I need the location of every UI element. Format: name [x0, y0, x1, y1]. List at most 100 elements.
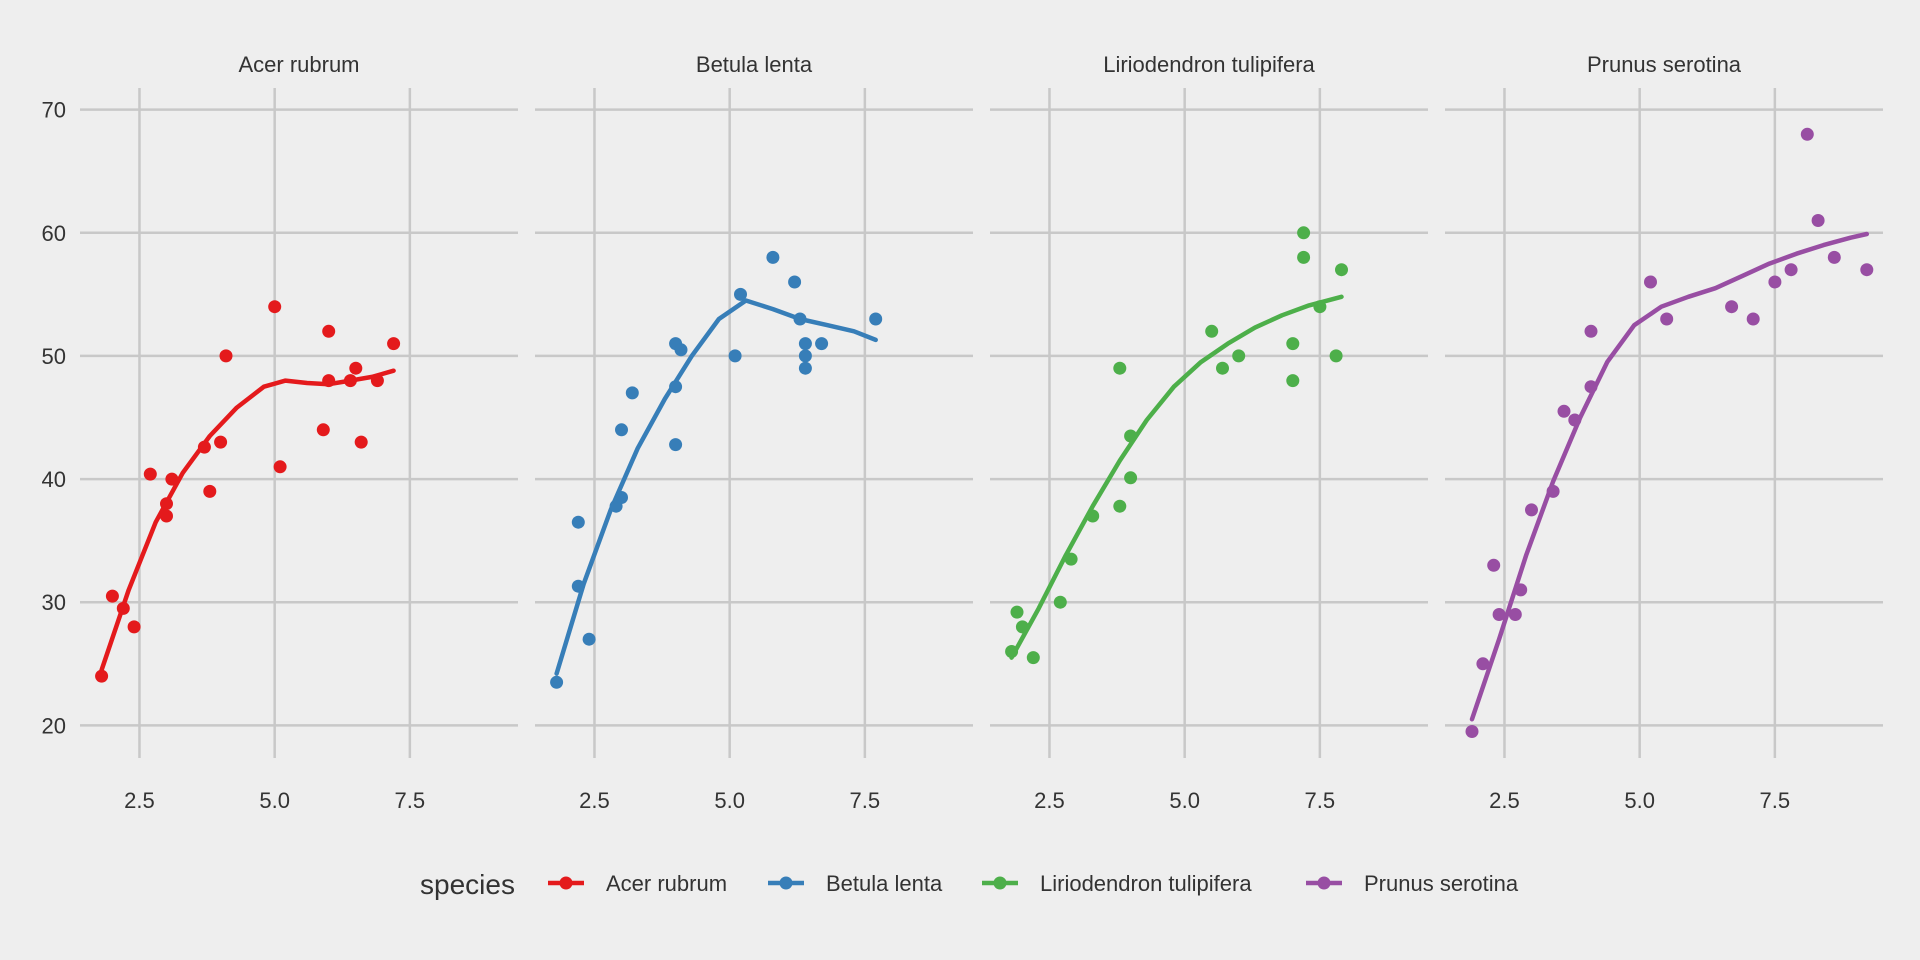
- data-point: [1827, 250, 1841, 264]
- data-point: [1297, 250, 1311, 264]
- facet-title: Liriodendron tulipifera: [1103, 52, 1315, 77]
- data-point: [1860, 263, 1874, 277]
- data-point: [1546, 484, 1560, 498]
- data-point: [1113, 499, 1127, 513]
- data-point: [387, 337, 401, 351]
- facet-panel: Betula lenta 2.5 5.0 7.5: [535, 52, 973, 813]
- legend-key-point: [1317, 876, 1331, 890]
- data-point: [197, 440, 211, 454]
- data-point: [370, 374, 384, 388]
- legend-item: Acer rubrum: [548, 871, 727, 896]
- data-point: [143, 467, 157, 481]
- data-point: [349, 361, 363, 375]
- data-point: [1216, 361, 1229, 375]
- data-point: [766, 250, 780, 264]
- y-tick-label: 70: [42, 98, 66, 123]
- x-tick-label: 2.5: [1034, 788, 1065, 813]
- data-point: [798, 361, 812, 375]
- trend-line: [99, 368, 396, 673]
- data-point: [343, 374, 357, 388]
- data-point: [1313, 300, 1327, 314]
- x-tick-label: 5.0: [1169, 788, 1200, 813]
- data-point: [1124, 429, 1138, 443]
- data-point: [1465, 725, 1479, 738]
- legend-label: Prunus serotina: [1364, 871, 1519, 896]
- legend-title: species: [420, 869, 515, 900]
- facet-panel: Prunus serotina 2.5 5.0 7.5: [1445, 52, 1883, 813]
- x-tick-label: 5.0: [259, 788, 290, 813]
- data-point: [273, 460, 287, 474]
- y-tick-label: 30: [42, 590, 66, 615]
- data-point: [1086, 509, 1100, 523]
- data-point: [1113, 361, 1127, 375]
- data-point: [571, 579, 585, 593]
- legend-label: Acer rubrum: [606, 871, 727, 896]
- data-point: [669, 438, 683, 452]
- data-point: [674, 343, 688, 357]
- legend-label: Liriodendron tulipifera: [1040, 871, 1252, 896]
- data-point: [1811, 214, 1825, 227]
- data-point: [203, 484, 217, 498]
- legend-item: Betula lenta: [768, 871, 943, 896]
- data-point: [1286, 374, 1300, 388]
- data-point: [1725, 300, 1739, 314]
- data-point: [1005, 645, 1019, 658]
- data-point: [615, 491, 628, 504]
- legend-item: Liriodendron tulipifera: [982, 871, 1252, 896]
- data-point: [1525, 503, 1538, 517]
- data-point: [615, 423, 628, 437]
- data-point: [582, 632, 596, 646]
- trend-line: [1469, 231, 1870, 722]
- x-tick-label: 2.5: [124, 788, 155, 813]
- y-tick-label: 20: [42, 713, 66, 738]
- data-point: [793, 312, 807, 326]
- data-point: [798, 337, 812, 351]
- data-point: [354, 435, 368, 449]
- data-point: [1660, 312, 1674, 326]
- data-point: [127, 620, 141, 634]
- data-point: [869, 312, 883, 326]
- data-point: [1064, 552, 1078, 566]
- data-point: [625, 386, 639, 400]
- data-point: [105, 589, 119, 603]
- facet-title: Betula lenta: [696, 52, 813, 77]
- data-point: [1015, 620, 1029, 634]
- data-point: [669, 380, 683, 394]
- data-point: [116, 601, 130, 615]
- facet-panel: Liriodendron tulipifera 2.5 5.0 7.5: [990, 52, 1428, 813]
- data-point: [322, 324, 336, 338]
- y-axis: 20 30 40 50 60 70: [42, 98, 66, 739]
- trend-line: [554, 298, 878, 676]
- data-point: [1297, 226, 1311, 240]
- data-point: [1584, 324, 1598, 338]
- legend-key-point: [559, 876, 573, 890]
- data-point: [1335, 263, 1348, 277]
- data-point: [1286, 337, 1300, 351]
- data-point: [268, 300, 282, 314]
- x-tick-label: 2.5: [1489, 788, 1520, 813]
- data-point: [1644, 275, 1657, 289]
- facet-panel: Acer rubrum 2.5 5.0 7.5: [80, 52, 518, 813]
- data-point: [788, 275, 802, 289]
- data-point: [1476, 657, 1490, 671]
- data-point: [550, 675, 564, 689]
- data-point: [734, 287, 747, 301]
- data-point: [1584, 380, 1598, 394]
- data-point: [728, 349, 742, 363]
- data-point: [1053, 595, 1067, 609]
- trend-line: [1009, 294, 1344, 660]
- data-point: [1784, 263, 1798, 277]
- y-tick-label: 40: [42, 467, 66, 492]
- legend-key-point: [779, 876, 793, 890]
- y-tick-label: 50: [42, 344, 66, 369]
- data-point: [1205, 324, 1219, 338]
- y-tick-label: 60: [42, 221, 66, 246]
- legend: species Acer rubrum Betula lenta Liriodend…: [420, 869, 1519, 900]
- legend-items: Acer rubrum Betula lenta Liriodendron tuli…: [548, 871, 1519, 896]
- data-point: [1026, 651, 1040, 665]
- data-point: [1557, 404, 1571, 418]
- data-point: [1487, 558, 1501, 572]
- data-point: [1800, 127, 1814, 141]
- legend-key-point: [993, 876, 1007, 890]
